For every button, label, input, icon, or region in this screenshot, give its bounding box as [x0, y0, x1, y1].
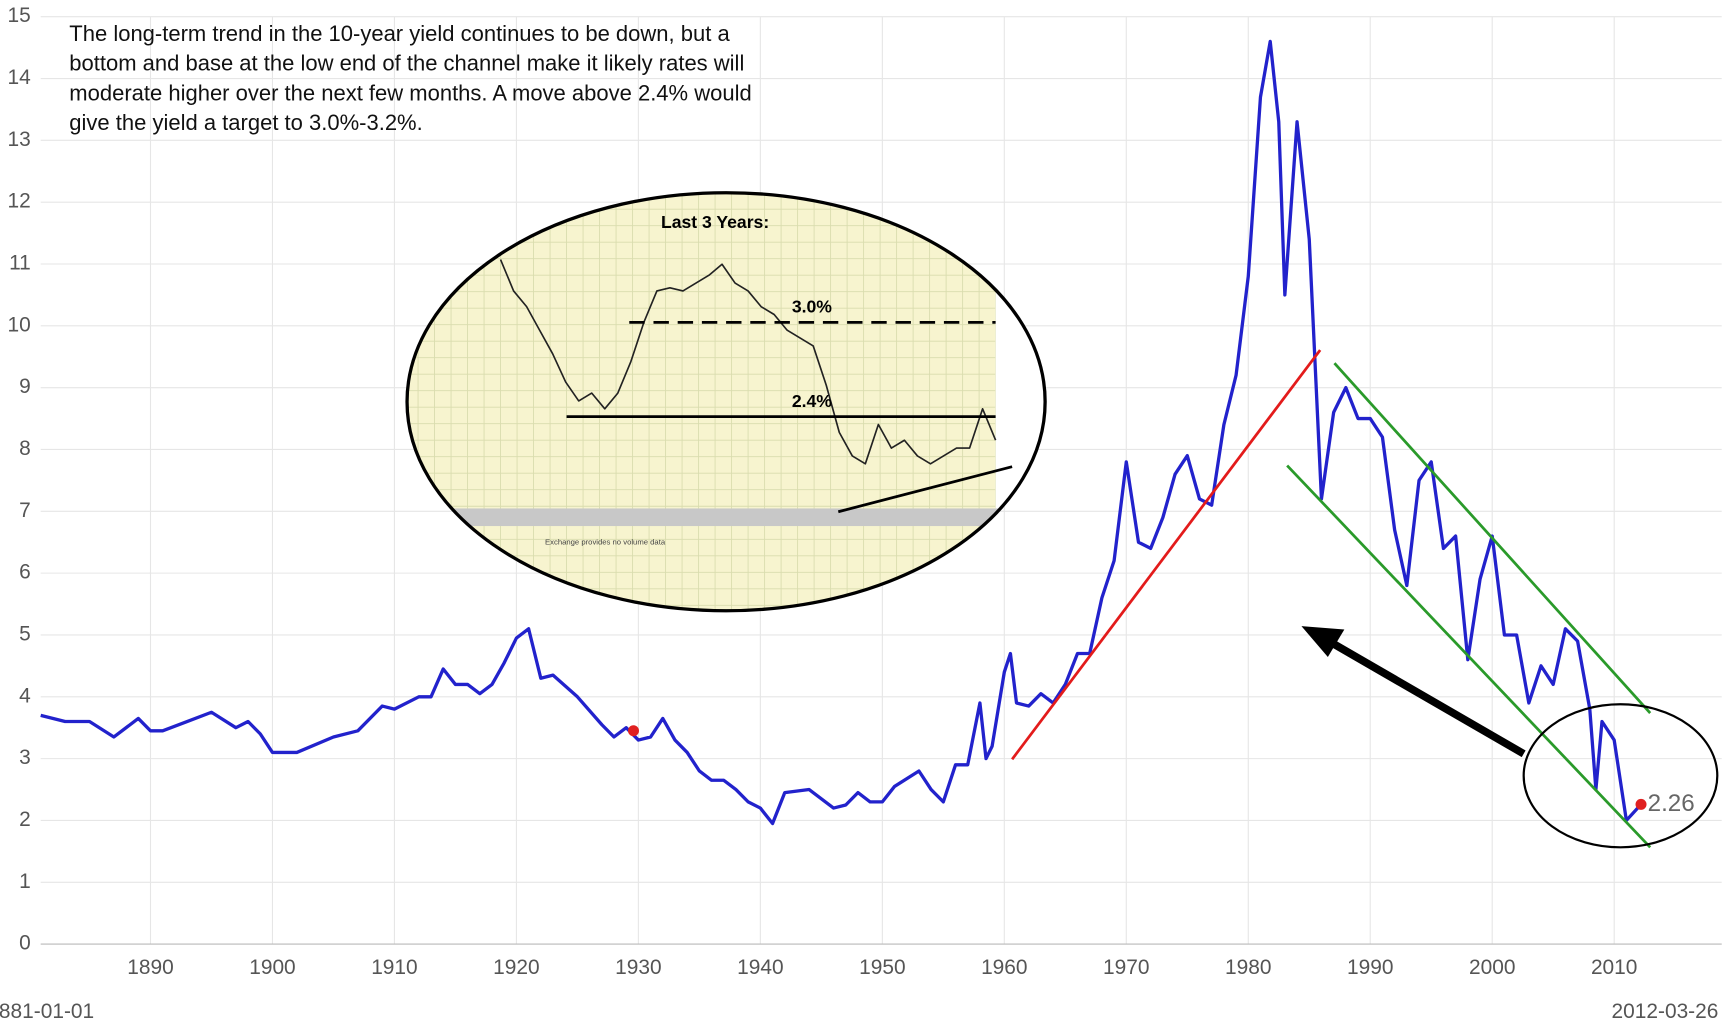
y-tick-label: 9 — [19, 375, 31, 398]
y-tick-label: 3 — [19, 746, 31, 769]
y-tick-label: 8 — [19, 437, 31, 460]
y-tick-label: 7 — [19, 499, 31, 522]
inset-trend — [837, 465, 1013, 514]
x-tick-label: 1960 — [981, 956, 1027, 979]
x-tick-label: 1900 — [249, 956, 295, 979]
x-tick-label: 1890 — [127, 956, 173, 979]
inset-frame — [405, 191, 1047, 613]
y-tick-label: 15 — [8, 4, 31, 27]
level-label: 3.0% — [792, 297, 832, 317]
annotation-line: give the yield a target to 3.0%-3.2%. — [69, 110, 422, 135]
y-tick-label: 11 — [9, 252, 31, 275]
series-line — [40, 39, 1643, 826]
x-tick-label: 2000 — [1469, 956, 1515, 979]
y-tick-label: 12 — [8, 190, 31, 213]
last-value-label: 2.26 — [1648, 790, 1695, 817]
x-tick-label: 1950 — [859, 956, 905, 979]
annotation: The long-term trend in the 10-year yield… — [69, 21, 751, 135]
x-tick-label: 1980 — [1225, 956, 1271, 979]
inset-note: Exchange provides no volume data — [545, 538, 666, 547]
x-tick-label: 1990 — [1347, 956, 1393, 979]
inset-band — [407, 508, 1046, 527]
series-line — [499, 259, 997, 465]
annotation-line: bottom and base at the low end of the ch… — [69, 51, 744, 76]
y-tick-label: 4 — [19, 684, 31, 707]
y-tick-label: 10 — [8, 313, 31, 336]
x-tick-label: 1930 — [615, 956, 661, 979]
level-label: 2.4% — [792, 391, 832, 411]
y-tick-label: 1 — [19, 870, 31, 893]
channel-bottom — [1286, 464, 1652, 849]
inset-series: 3.0% 2.4% — [499, 259, 997, 465]
uptrend-line — [1011, 349, 1322, 761]
arrow-shaft — [1331, 640, 1526, 758]
channel-top — [1333, 362, 1652, 714]
focus-circle — [1522, 703, 1719, 849]
arrow-head — [1301, 626, 1345, 657]
inset-bg — [407, 192, 1046, 611]
y-tick-label: 5 — [19, 622, 31, 645]
start-date: 1881-01-01 — [0, 1000, 94, 1023]
x-tick-label: 1970 — [1103, 956, 1149, 979]
annotation-line: moderate higher over the next few months… — [69, 80, 751, 105]
x-tick-label: 1920 — [493, 956, 539, 979]
highlight-point — [628, 725, 640, 737]
x-tick-label: 2010 — [1591, 956, 1637, 979]
end-date: 2012-03-26 — [1612, 1000, 1719, 1023]
y-tick-label: 0 — [19, 932, 31, 955]
y-tick-label: 14 — [8, 66, 31, 89]
inset-title: Last 3 Years: — [661, 212, 769, 232]
x-tick-label: 1910 — [371, 956, 417, 979]
annotation-line: The long-term trend in the 10-year yield… — [69, 21, 730, 46]
y-tick-label: 6 — [19, 561, 31, 584]
main-series: 2.26 — [40, 39, 1695, 826]
y-tick-label: 2 — [19, 808, 31, 831]
x-tick-label: 1940 — [737, 956, 783, 979]
highlight-point — [1635, 798, 1647, 810]
y-tick-label: 13 — [8, 128, 31, 151]
